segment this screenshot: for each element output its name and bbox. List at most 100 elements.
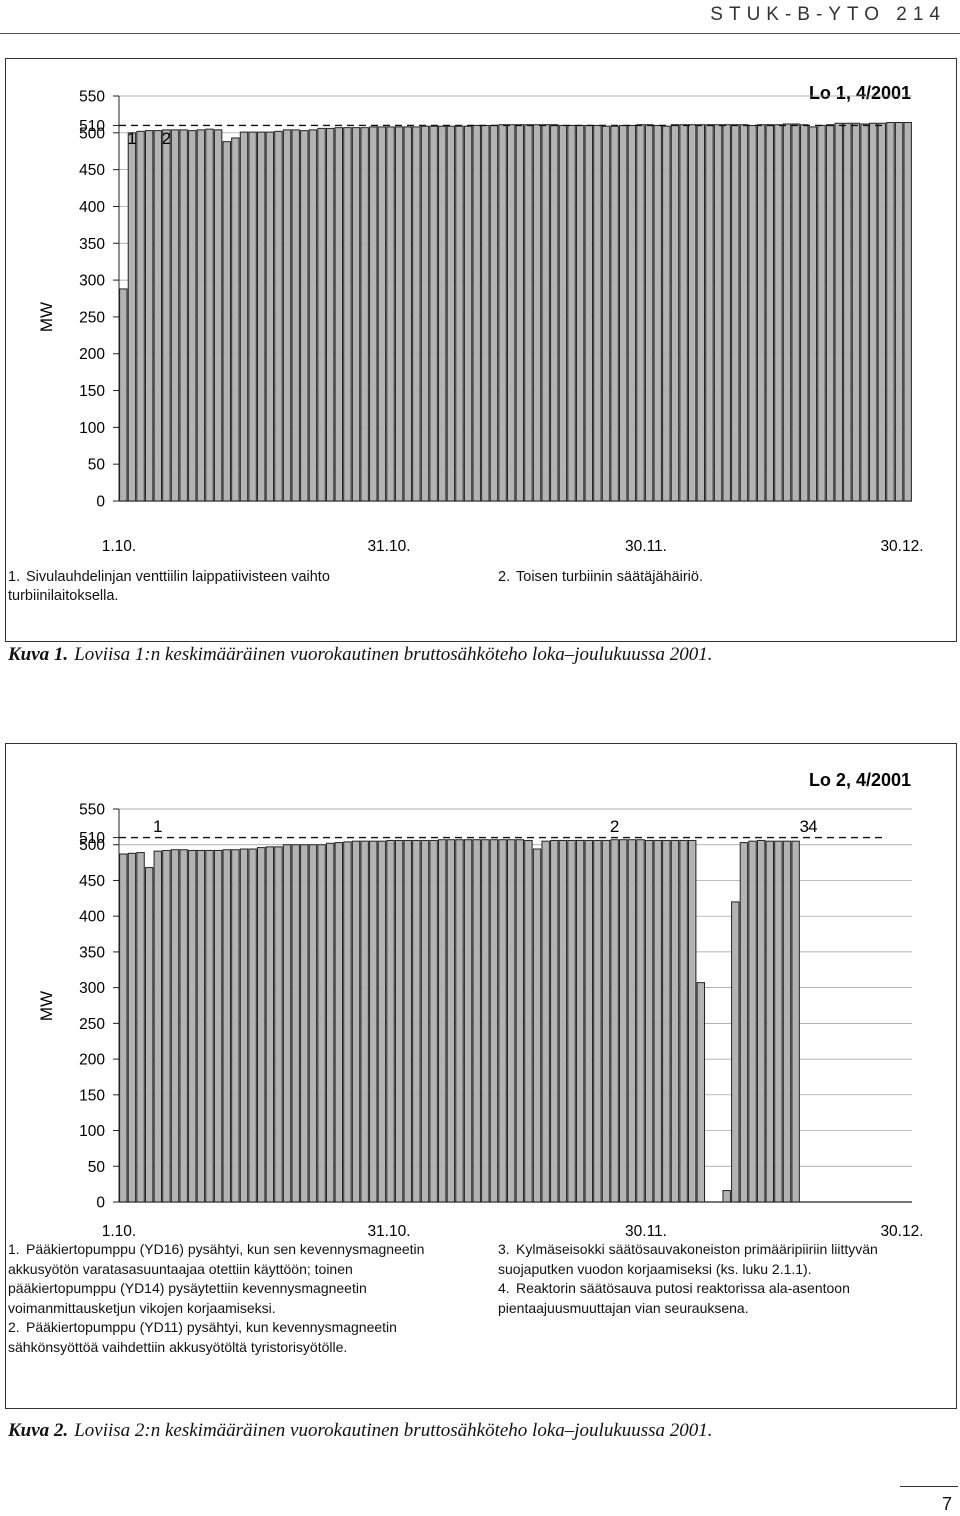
- chart-2-note-2: 2. Pääkiertopumppu (YD11) pysähtyi, kun k…: [8, 1319, 397, 1355]
- y-tick-label: 550: [79, 89, 105, 106]
- y-tick-label: 300: [79, 980, 105, 997]
- y-tick-label: 250: [79, 1016, 105, 1033]
- bar: [653, 839, 662, 1203]
- bar: [489, 124, 499, 502]
- bar: [162, 849, 171, 1203]
- bar: [257, 131, 266, 502]
- event-marker: 1: [127, 129, 136, 148]
- bar: [550, 839, 559, 1203]
- bar: [394, 839, 404, 1203]
- bar: [136, 852, 145, 1203]
- bar: [584, 124, 593, 502]
- bar: [627, 124, 637, 502]
- bar: [765, 124, 774, 502]
- bar: [696, 124, 706, 502]
- bar: [239, 848, 249, 1203]
- bar: [584, 839, 593, 1203]
- bar: [455, 839, 464, 1203]
- bar: [403, 126, 412, 502]
- bar: [498, 124, 507, 502]
- bar: [265, 131, 275, 502]
- bar: [420, 839, 430, 1203]
- bar: [601, 125, 611, 502]
- bar: [369, 840, 378, 1203]
- bar: [274, 846, 283, 1203]
- bar: [575, 124, 585, 502]
- bar: [731, 901, 740, 1203]
- bar: [774, 840, 783, 1203]
- bar: [119, 288, 128, 502]
- chart-2-notes-right: 3. Kylmäseisokki säätösauvakoneiston prim…: [498, 1240, 918, 1318]
- bar: [636, 124, 645, 502]
- bar: [144, 867, 154, 1203]
- bar: [291, 129, 300, 502]
- bar: [403, 839, 412, 1203]
- bar: [894, 122, 904, 502]
- y-tick-label: 450: [79, 873, 105, 890]
- bar: [593, 124, 602, 502]
- bar: [869, 122, 878, 502]
- bar: [687, 124, 697, 502]
- page-number: 7: [941, 1494, 952, 1514]
- bar: [386, 839, 395, 1203]
- bar: [300, 130, 309, 502]
- y-tick-label: 200: [79, 1052, 105, 1069]
- bar: [213, 129, 223, 502]
- bar: [170, 129, 180, 502]
- y-tick-label: 200: [79, 346, 105, 363]
- bar: [325, 127, 335, 502]
- bar: [127, 852, 137, 1203]
- y-tick-label: 550: [79, 802, 105, 819]
- bar: [343, 127, 352, 502]
- bar: [377, 840, 387, 1203]
- bar: [782, 840, 792, 1203]
- bar: [489, 839, 499, 1203]
- y-axis-label: MW: [37, 302, 56, 332]
- bar: [282, 844, 292, 1203]
- bar: [351, 127, 361, 502]
- bar: [722, 1190, 731, 1203]
- y-tick-label: 510: [79, 830, 105, 847]
- bar: [472, 124, 481, 502]
- bar: [222, 849, 231, 1203]
- bar: [800, 124, 809, 502]
- bar: [196, 129, 206, 502]
- bar: [360, 840, 369, 1203]
- bar: [722, 124, 731, 502]
- bar: [705, 124, 714, 502]
- x-tick-label: 30.12.: [880, 1223, 923, 1240]
- bar: [144, 130, 154, 502]
- bar: [429, 125, 438, 502]
- chart-1-svg: Lo 1, 4/2001 MW 0 50 100 150 200 250 300 350 400 45…: [37, 83, 924, 555]
- bar: [196, 849, 206, 1203]
- bar: [231, 849, 240, 1203]
- bar: [739, 842, 749, 1203]
- bar: [825, 124, 835, 502]
- bar: [782, 123, 792, 502]
- bar: [851, 122, 861, 502]
- bar: [670, 839, 680, 1203]
- bar: [756, 839, 766, 1203]
- bar: [455, 125, 464, 502]
- bar: [153, 850, 162, 1203]
- y-tick-label: 500: [79, 125, 105, 142]
- event-marker: 1: [153, 817, 162, 836]
- bar: [317, 844, 326, 1203]
- chart-1-note-2: 2. Toisen turbiinin säätäjähäiriö.: [498, 569, 703, 585]
- bar: [610, 839, 619, 1203]
- bar: [558, 839, 568, 1203]
- chart-2-note-4: 4. Reaktorin säätösauva putosi reaktoriss…: [498, 1280, 850, 1316]
- bar: [481, 839, 490, 1203]
- bar: [179, 849, 188, 1203]
- bar: [412, 126, 421, 502]
- y-tick-label: 100: [79, 1123, 105, 1140]
- bar: [325, 842, 335, 1203]
- bar: [610, 125, 619, 502]
- bar: [860, 123, 869, 502]
- bar: [446, 839, 456, 1203]
- bar: [222, 141, 231, 502]
- bar: [369, 126, 378, 502]
- chart-2-svg: Lo 2, 4/2001MW05010015020025030035040045…: [37, 770, 924, 1240]
- bar: [205, 849, 214, 1203]
- x-tick-label: 31.10.: [367, 1223, 410, 1240]
